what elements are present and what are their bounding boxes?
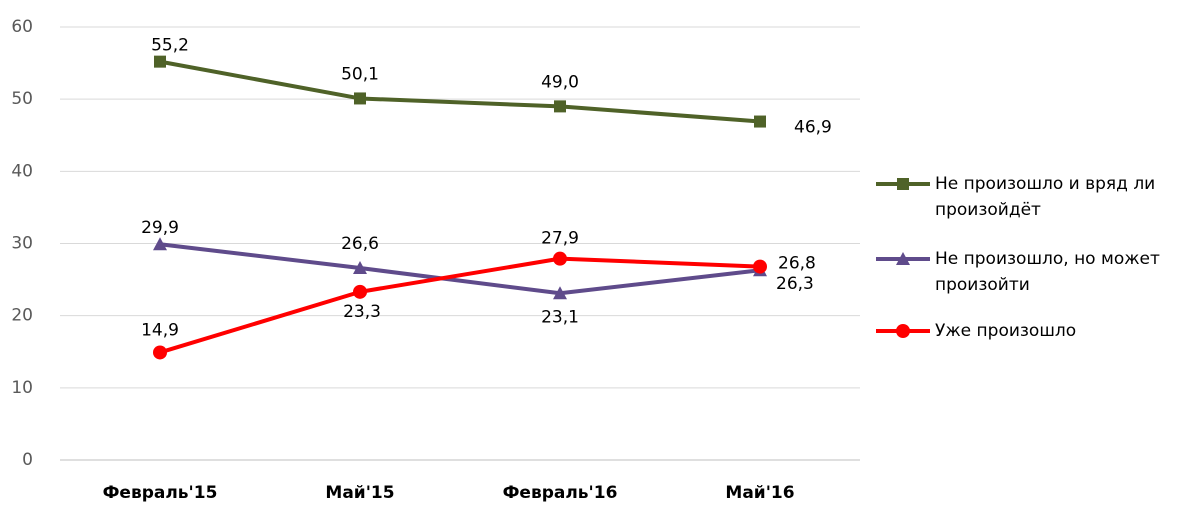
legend-marker <box>876 252 930 265</box>
marker <box>353 261 367 275</box>
series-line <box>159 59 761 124</box>
marker <box>154 55 166 68</box>
legend-marker <box>876 178 930 190</box>
data-label: 29,9 <box>141 218 179 238</box>
y-tick-label: 40 <box>11 161 33 181</box>
y-tick-label: 50 <box>11 89 33 109</box>
y-tick-label: 10 <box>11 378 33 398</box>
marker <box>753 259 767 274</box>
marker <box>896 252 910 265</box>
marker <box>553 286 567 300</box>
legend-label: Не произошло, но может произойти <box>935 249 1160 295</box>
data-label: 49,0 <box>541 72 579 92</box>
legend-marker <box>876 324 930 338</box>
marker <box>353 284 367 299</box>
data-label: 26,3 <box>776 274 814 294</box>
x-tick-label: Февраль'15 <box>103 483 218 503</box>
y-tick-label: 30 <box>11 234 33 254</box>
data-label: 23,3 <box>343 302 381 322</box>
marker <box>553 251 567 266</box>
series-line <box>159 242 761 296</box>
data-label: 27,9 <box>541 229 579 249</box>
x-tick-label: Февраль'16 <box>503 483 618 503</box>
y-tick-label: 20 <box>11 306 33 326</box>
data-label: 23,1 <box>541 307 579 327</box>
marker <box>354 92 366 105</box>
marker <box>896 324 910 338</box>
series-line <box>159 256 761 355</box>
data-label: 46,9 <box>794 118 832 138</box>
marker <box>554 100 566 113</box>
data-label: 50,1 <box>341 64 379 84</box>
legend-label: Уже произошло <box>935 321 1077 341</box>
marker <box>153 237 167 251</box>
data-label: 55,2 <box>151 36 189 56</box>
data-label: 26,8 <box>778 254 816 274</box>
data-label: 14,9 <box>141 320 179 340</box>
y-tick-label: 60 <box>11 17 33 37</box>
y-tick-label: 0 <box>22 450 33 470</box>
marker <box>897 178 909 190</box>
x-tick-label: Май'15 <box>325 483 394 503</box>
legend-label: Не произошло и вряд ли произойдёт <box>935 174 1156 220</box>
marker <box>754 115 766 128</box>
marker <box>153 345 167 360</box>
x-tick-label: Май'16 <box>725 483 794 503</box>
data-label: 26,6 <box>341 234 379 254</box>
